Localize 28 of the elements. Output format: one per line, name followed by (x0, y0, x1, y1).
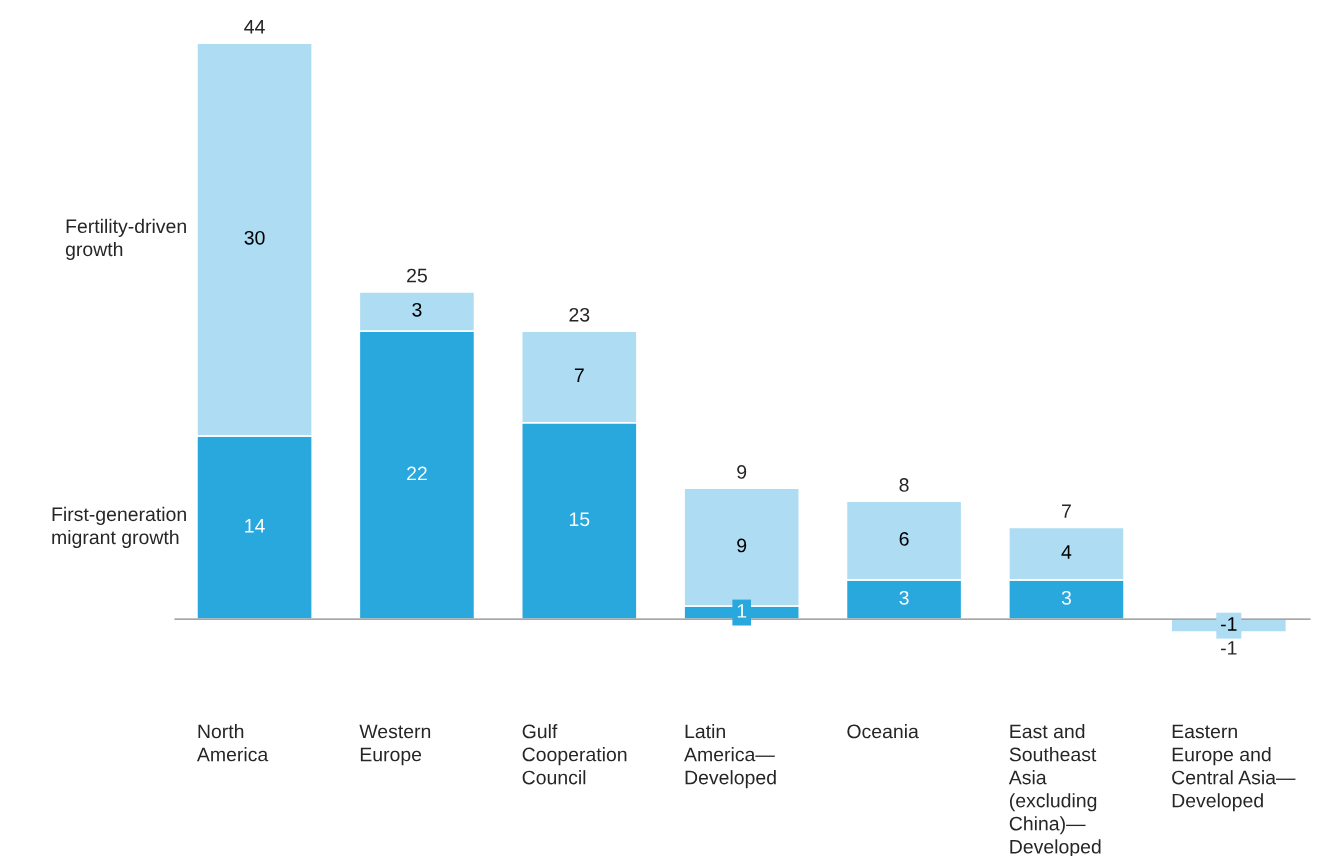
total-label: -1 (1221, 641, 1237, 655)
data-label: 9 (737, 538, 747, 553)
x-tick-label: Gulf Cooperation Council (522, 724, 627, 785)
total-label: 23 (569, 307, 590, 322)
total-label: 25 (407, 268, 427, 283)
total-label: 7 (1062, 504, 1071, 518)
series-label: Fertility-driven growth (65, 218, 186, 261)
data-label: 7 (574, 368, 584, 382)
data-label: 1 (737, 604, 747, 618)
data-label: -1 (1221, 617, 1237, 631)
data-label: 30 (244, 230, 265, 245)
data-label: 3 (1061, 590, 1071, 605)
data-label: 3 (412, 302, 422, 317)
data-label: 15 (569, 512, 590, 527)
total-label: 9 (737, 465, 747, 479)
data-label: 6 (899, 532, 909, 546)
data-label: 4 (1061, 545, 1072, 559)
data-label: 22 (407, 466, 427, 481)
total-label: 44 (244, 20, 265, 34)
data-label: 14 (245, 519, 265, 533)
x-tick-label: Eastern Europe and Central Asia— Developed (1172, 724, 1296, 812)
data-label: 3 (899, 590, 909, 605)
x-tick-label: Western Europe (359, 724, 431, 766)
total-label: 8 (899, 478, 909, 492)
x-tick-label: Oceania (847, 724, 919, 739)
x-tick-label: Latin America— Developed (684, 724, 776, 789)
x-tick-label: North America (196, 724, 269, 762)
series-label: First-generation migrant growth (52, 506, 186, 549)
